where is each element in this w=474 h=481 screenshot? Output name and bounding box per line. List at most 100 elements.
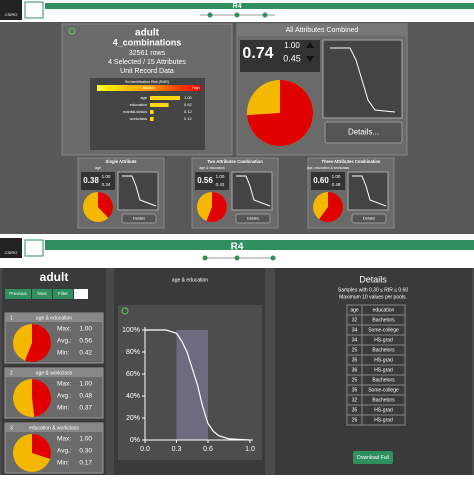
tile-subtitle: age, education & workclass xyxy=(307,166,350,170)
attr-name: marital-status xyxy=(123,109,147,114)
tile-line xyxy=(352,175,387,207)
tile-avg: 0.42 xyxy=(216,182,225,187)
card-title: age & workclass xyxy=(36,370,73,376)
attr-value: 0.12 xyxy=(184,116,193,121)
x-tick-label: 1.0 xyxy=(245,446,255,453)
title-bar2 xyxy=(45,240,474,250)
card-index: 2 xyxy=(10,370,13,376)
x-tick-label: 0.3 xyxy=(172,446,182,453)
table-cell xyxy=(361,414,406,426)
brand xyxy=(24,239,44,257)
tile-button[interactable] xyxy=(121,213,157,224)
attr-value: 0.12 xyxy=(184,109,193,114)
y-tick-label: 40% xyxy=(126,393,140,400)
card-min: 0.37 xyxy=(79,405,92,412)
app-title: R4 xyxy=(231,242,244,253)
table-cell-text: 32 xyxy=(352,397,358,403)
pie-slice xyxy=(247,80,313,146)
table-cell-text: Bachelors xyxy=(372,377,395,383)
tile-title: Three Attributes Combination xyxy=(322,159,381,164)
settings-icon[interactable] xyxy=(68,27,76,35)
details-button-label: Details... xyxy=(348,128,379,137)
y-tick-label: 100% xyxy=(122,327,140,334)
risk-label: Medium xyxy=(143,86,156,90)
tile-title: Two Attributes Combination xyxy=(207,159,263,164)
table-cell-text: Some-college xyxy=(368,327,399,333)
attr-bar xyxy=(150,117,154,121)
table-cell-text: 32 xyxy=(352,317,358,323)
card-max: 1.00 xyxy=(79,326,92,333)
attr-name: age xyxy=(140,95,147,100)
chart-title: age & education xyxy=(172,277,208,283)
pie-slice xyxy=(319,191,344,223)
tile-button[interactable] xyxy=(351,213,387,224)
combined-title: All Attributes Combined xyxy=(286,27,359,34)
nav-button[interactable] xyxy=(53,289,73,299)
step-label: Dataset xyxy=(199,262,211,266)
line xyxy=(145,329,251,441)
step[interactable] xyxy=(234,12,240,18)
tile-value: 0.38 xyxy=(83,176,99,185)
combined-avg: 0.45 xyxy=(283,53,301,63)
tile-max: 1.00 xyxy=(102,174,111,179)
nav-button[interactable] xyxy=(5,289,31,299)
download-button[interactable] xyxy=(353,451,393,464)
selected: 4 Selected / 15 Attributes xyxy=(108,59,186,66)
mini-line xyxy=(330,47,396,113)
nav-button-label: Filter xyxy=(58,291,69,296)
y-tick-label: 20% xyxy=(126,415,140,422)
table-cell-text: 25 xyxy=(352,377,358,383)
details-button[interactable] xyxy=(324,121,403,144)
nav-button[interactable] xyxy=(74,289,88,299)
table-cell-text: HS-grad xyxy=(374,367,393,373)
highlight-band xyxy=(176,330,208,440)
table-cell-text: Bachelors xyxy=(372,347,395,353)
x-tick-label: 0.6 xyxy=(203,446,213,453)
x-tick-label: 0.0 xyxy=(140,446,150,453)
dataset: adult xyxy=(40,270,69,284)
table-cell-text: HS-grad xyxy=(374,357,393,363)
table-cell-text: Bachelors xyxy=(372,317,395,323)
chart-icon xyxy=(121,307,129,315)
card-label: Avg.: xyxy=(57,448,72,455)
nav-button[interactable] xyxy=(32,289,52,299)
tile-subtitle: age xyxy=(95,166,101,170)
y-tick-label: 80% xyxy=(126,349,140,356)
step[interactable] xyxy=(262,12,268,18)
tile-max: 1.00 xyxy=(332,174,341,179)
card-label: Max: xyxy=(57,326,71,333)
card-label: Avg.: xyxy=(57,338,72,345)
table-cell-text: 36 xyxy=(352,367,358,373)
step[interactable] xyxy=(234,255,240,261)
arrow-down[interactable] xyxy=(306,56,314,62)
risk-title: Re-identification Risk (RMR) xyxy=(125,80,169,84)
tile-value-box xyxy=(311,172,345,190)
risk-scale xyxy=(97,85,201,91)
arrow-up[interactable] xyxy=(306,42,314,48)
card-label: Min: xyxy=(57,350,69,357)
table-cell-text: HS-grad xyxy=(374,417,393,423)
pie-slice xyxy=(32,434,51,459)
tile-button-label: Details xyxy=(247,216,259,221)
risk-label: Low xyxy=(99,86,106,90)
details-line1: Samples with 0.30 ≤ RIR ≤ 0.60 xyxy=(338,287,408,293)
card-header xyxy=(5,368,103,377)
card-min: 0.42 xyxy=(79,350,92,357)
step[interactable] xyxy=(270,255,276,261)
card-label: Max: xyxy=(57,436,71,443)
logo xyxy=(0,0,22,20)
table-cell-text: 34 xyxy=(352,327,358,333)
mini-chart xyxy=(322,39,403,119)
footer2: © Copyright CSIRO 2020 xyxy=(431,476,470,480)
logo-text: CSIRO xyxy=(5,12,18,17)
tile-button[interactable] xyxy=(235,213,271,224)
dataset: adult xyxy=(135,28,160,39)
step[interactable] xyxy=(202,255,208,261)
card-index: 1 xyxy=(10,315,13,321)
step[interactable] xyxy=(207,12,213,18)
pie-slice xyxy=(32,379,52,417)
table-cell-text: 34 xyxy=(352,337,358,343)
step-label: Result xyxy=(268,262,278,266)
table-cell-text: 35 xyxy=(352,357,358,363)
